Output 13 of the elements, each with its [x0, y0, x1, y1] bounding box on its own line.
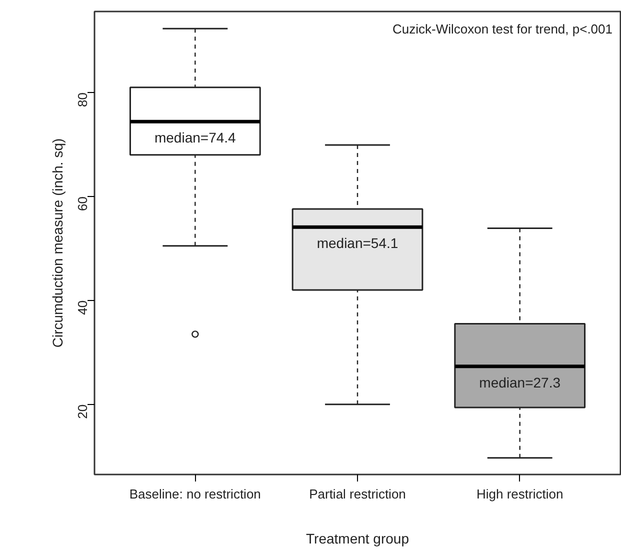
y-axis-title: Circumduction measure (inch. sq): [50, 138, 66, 348]
annotation: Cuzick-Wilcoxon test for trend, p<.001: [392, 22, 613, 36]
annotation: median=27.3: [479, 374, 561, 390]
y-tick-label: 40: [75, 300, 90, 315]
y-tick-label: 20: [75, 404, 90, 419]
y-tick-label: 80: [75, 92, 90, 108]
x-axis-title: Treatment group: [306, 530, 410, 546]
annotation: median=54.1: [316, 235, 398, 252]
y-tick-label: 60: [75, 196, 90, 211]
x-tick-label: Partial restriction: [309, 486, 406, 502]
x-tick-label: High restriction: [476, 486, 564, 502]
x-tick-label: Baseline: no restriction: [129, 486, 261, 502]
annotation: median=74.4: [154, 130, 236, 146]
